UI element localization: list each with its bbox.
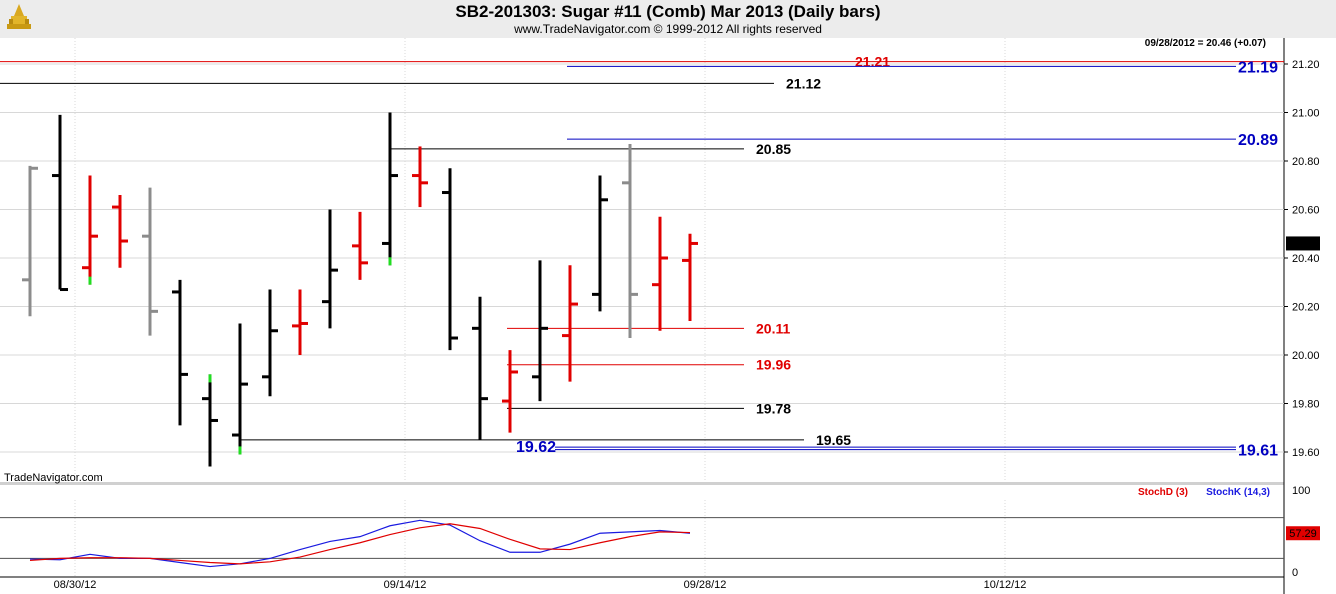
time-tick-label: 08/30/12 xyxy=(54,579,97,591)
price-tick-label: 21.00 xyxy=(1292,108,1320,120)
grid-lines xyxy=(0,38,1285,594)
price-tick-label: 21.20 xyxy=(1292,59,1320,71)
reversal-marker xyxy=(208,374,212,383)
price-bars xyxy=(22,112,698,467)
last-value-box xyxy=(1286,236,1320,251)
last-value-label: 20.46 xyxy=(1289,238,1317,250)
chart-header: SB2-201303: Sugar #11 (Comb) Mar 2013 (D… xyxy=(0,0,1336,38)
stochastic-panel: StochD (3) StochK (14,3) 57.29 xyxy=(0,487,1320,568)
time-tick-label: 10/12/12 xyxy=(984,579,1027,591)
last-price-readout: 09/28/2012 = 20.46 (+0.07) xyxy=(1145,38,1266,49)
price-tick-label: 19.80 xyxy=(1292,399,1320,411)
level-label-21.12: 21.12 xyxy=(786,75,821,91)
stoch-tick-label: 100 xyxy=(1292,485,1310,497)
support-resistance-levels: 21.21 21.12 21.19 20.89 20.85 20.11 19.96 19.78… xyxy=(0,54,1284,460)
stoch-series-k xyxy=(29,519,691,568)
level-label-20.89: 20.89 xyxy=(1238,132,1278,149)
trade-navigator-logo-icon xyxy=(7,4,31,29)
watermark: TradeNavigator.com xyxy=(4,472,103,484)
level-label-21.19: 21.19 xyxy=(1238,59,1278,76)
reversal-marker xyxy=(388,257,392,266)
level-label-21.21: 21.21 xyxy=(855,54,890,70)
reversal-marker xyxy=(238,446,242,455)
stoch-last-value-label: 57.29 xyxy=(1289,528,1317,540)
reversal-marker xyxy=(88,276,92,285)
price-tick-label: 19.60 xyxy=(1292,447,1320,459)
price-tick-label: 20.00 xyxy=(1292,350,1320,362)
level-label-19.61: 19.61 xyxy=(1238,443,1278,460)
time-tick-label: 09/28/12 xyxy=(684,579,727,591)
price-tick-label: 20.20 xyxy=(1292,302,1320,314)
legend-stoch-d: StochD (3) xyxy=(1138,487,1188,498)
level-label-19.78: 19.78 xyxy=(756,400,791,416)
stoch-tick-label: 0 xyxy=(1292,567,1298,579)
stoch-series-d xyxy=(29,523,691,565)
copyright-subtitle: www.TradeNavigator.com © 1999-2012 All r… xyxy=(514,22,822,36)
price-tick-label: 20.40 xyxy=(1292,253,1320,265)
time-tick-label: 09/14/12 xyxy=(384,579,427,591)
panel-separator xyxy=(0,482,1284,485)
axes: 21.20 21.00 20.80 20.60 20.40 20.20 20.00 19.80… xyxy=(4,38,1320,591)
level-label-19.65: 19.65 xyxy=(816,432,851,448)
level-label-19.62: 19.62 xyxy=(516,439,556,456)
price-tick-label: 20.60 xyxy=(1292,205,1320,217)
level-label-20.85: 20.85 xyxy=(756,141,791,157)
price-tick-label: 20.80 xyxy=(1292,156,1320,168)
chart-title: SB2-201303: Sugar #11 (Comb) Mar 2013 (D… xyxy=(455,2,881,21)
legend-stoch-k: StochK (14,3) xyxy=(1206,487,1270,498)
stoch-last-value-box xyxy=(1286,526,1320,541)
level-label-19.96: 19.96 xyxy=(756,357,791,373)
level-label-20.11: 20.11 xyxy=(756,320,790,336)
